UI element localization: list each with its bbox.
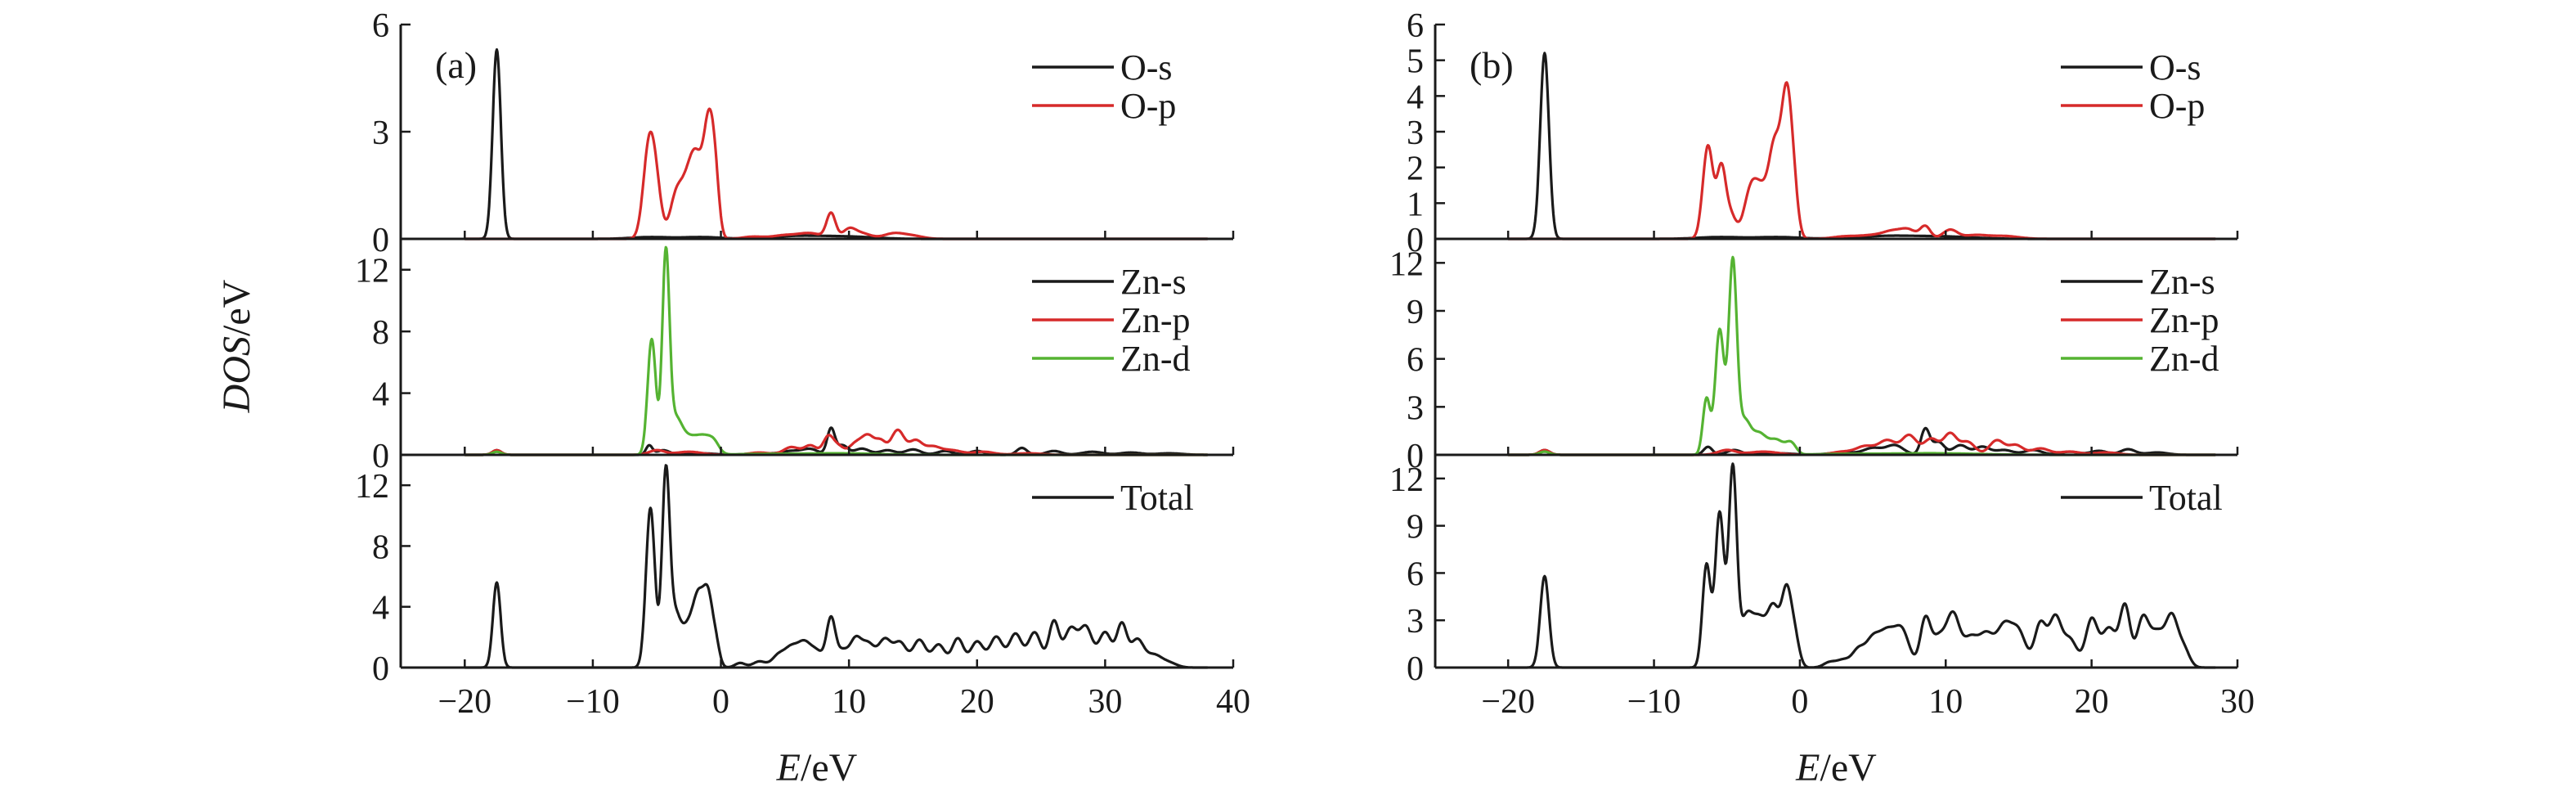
series-line <box>1507 462 2216 669</box>
chart-panel-b: O-sO-p0123456Zn-sZn-pZn-d036912Total0369… <box>1389 7 2255 789</box>
subplot-2: Zn-sZn-pZn-d 0 3 6 9 12 <box>1389 239 2239 475</box>
y-tick-label: 0 <box>372 222 389 259</box>
chart-panel-a: O-sO-p 0 3 6 Zn-sZn-pZn-d 0 4 8 12 Total 0 4 8 12 −20 −… <box>215 7 1250 789</box>
x-tick-label: −20 <box>438 683 491 721</box>
y-tick-label: 8 <box>372 528 389 566</box>
y-tick-label: 4 <box>372 590 389 627</box>
legend-label: O-p <box>2149 86 2205 126</box>
panel-label: (a) <box>435 44 477 86</box>
y-tick-label: 9 <box>1407 294 1424 331</box>
series-line <box>1507 426 2216 456</box>
y-tick-label: 4 <box>372 376 389 414</box>
x-tick-label: 10 <box>1928 683 1963 721</box>
y-tick-label: 8 <box>372 314 389 352</box>
y-tick-label: 12 <box>1389 245 1424 283</box>
legend-label: Total <box>2149 478 2223 518</box>
y-tick-label: 4 <box>1407 79 1424 116</box>
series-line <box>1507 255 2216 456</box>
legend-label: Zn-d <box>1120 339 1191 379</box>
legend-label: Zn-d <box>2149 339 2219 379</box>
x-tick-label: −20 <box>1481 683 1535 721</box>
y-tick-label: 0 <box>372 438 389 475</box>
x-tick-label: 20 <box>2075 683 2109 721</box>
charts-container: O-sO-p036Zn-sZn-pZn-d04812Total04812−20−… <box>215 7 2255 789</box>
legend-label: O-s <box>2149 47 2201 88</box>
y-tick-label: 0 <box>372 650 389 688</box>
y-tick-label: 5 <box>1407 43 1424 81</box>
y-tick-label: 6 <box>1407 555 1424 593</box>
y-tick-label: 2 <box>1407 151 1424 188</box>
subplot-1: O-sO-p 0 3 6 <box>372 7 1235 259</box>
y-tick-label: 0 <box>1407 650 1424 688</box>
y-tick-label: 6 <box>1407 342 1424 380</box>
legend-label: Zn-s <box>1120 262 1187 302</box>
series-line <box>464 107 1209 241</box>
legend-label: Zn-p <box>2149 300 2219 340</box>
series-line <box>464 245 1209 456</box>
panel-label: (b) <box>1470 44 1514 86</box>
x-tick-label: 20 <box>960 683 994 721</box>
series-line <box>464 464 1209 669</box>
legend-label: O-s <box>1120 47 1173 88</box>
subplot-3: Total 0 4 8 12 <box>355 455 1235 688</box>
x-tick-label: 10 <box>832 683 866 721</box>
y-tick-label: 3 <box>1407 115 1424 152</box>
legend-label: Zn-s <box>2149 262 2215 302</box>
legend-label: Total <box>1120 478 1194 518</box>
y-tick-label: 6 <box>1407 7 1424 45</box>
y-tick-label: 0 <box>1407 438 1424 475</box>
legend-label: Zn-p <box>1120 300 1191 340</box>
x-tick-label: −10 <box>566 683 620 721</box>
series-line <box>1507 52 2216 241</box>
y-tick-label: 0 <box>1407 222 1424 259</box>
x-tick-label: −10 <box>1627 683 1681 721</box>
x-tick-label: 30 <box>2220 683 2255 721</box>
series-line <box>464 47 1209 241</box>
x-tick-label: 0 <box>1791 683 1808 721</box>
x-axis-title: E/eV <box>776 746 858 789</box>
y-tick-label: 3 <box>1407 389 1424 427</box>
y-tick-label: 1 <box>1407 186 1424 223</box>
x-tick-label: 40 <box>1216 683 1250 721</box>
x-axis-title: E/eV <box>1795 746 1877 789</box>
y-tick-label: 6 <box>372 7 389 45</box>
y-tick-label: 3 <box>1407 603 1424 641</box>
subplot-3: Total 0 3 6 9 12 <box>1389 455 2239 688</box>
y-axis-title: DOS/eV <box>215 279 258 413</box>
y-tick-label: 12 <box>355 253 389 290</box>
legend-label: O-p <box>1120 86 1176 126</box>
subplot-2: Zn-sZn-pZn-d 0 4 8 12 <box>355 239 1235 475</box>
x-tick-label: 0 <box>712 683 729 721</box>
y-tick-label: 12 <box>355 468 389 506</box>
y-tick-label: 12 <box>1389 461 1424 499</box>
y-tick-label: 9 <box>1407 509 1424 546</box>
x-tick-label: 30 <box>1088 683 1122 721</box>
y-tick-label: 3 <box>372 115 389 152</box>
